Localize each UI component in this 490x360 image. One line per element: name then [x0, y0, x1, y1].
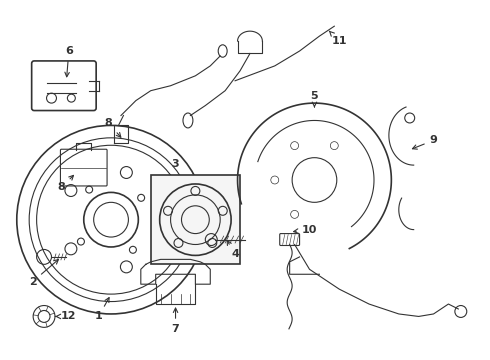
Text: 7: 7 — [172, 308, 179, 334]
Text: 1: 1 — [95, 298, 109, 321]
Text: 5: 5 — [311, 91, 319, 107]
Text: 8: 8 — [57, 175, 74, 193]
Text: 2: 2 — [29, 260, 58, 287]
Text: 8: 8 — [105, 118, 121, 137]
Text: 10: 10 — [294, 225, 317, 235]
Text: 6: 6 — [65, 46, 73, 77]
Text: 12: 12 — [55, 311, 76, 321]
Text: 4: 4 — [227, 240, 239, 260]
Text: 9: 9 — [413, 135, 438, 149]
Text: 11: 11 — [329, 31, 347, 46]
Bar — [151, 175, 240, 264]
Text: 3: 3 — [172, 159, 179, 169]
